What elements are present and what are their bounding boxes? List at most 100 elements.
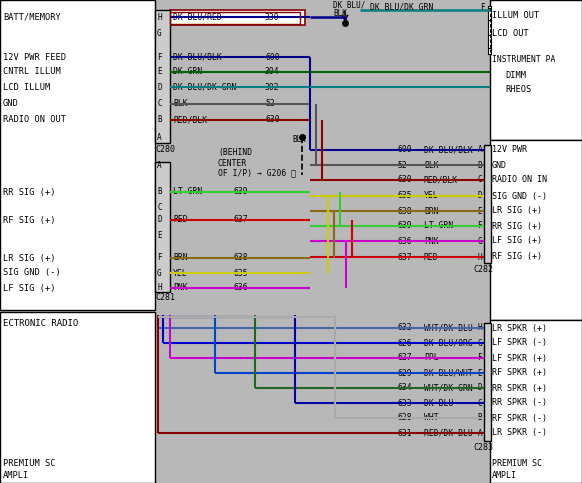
Text: F: F	[157, 53, 162, 61]
Text: C: C	[157, 99, 162, 109]
Text: DK BLU/BLK: DK BLU/BLK	[173, 53, 222, 61]
Text: A: A	[477, 145, 482, 155]
Text: PREMIUM SC: PREMIUM SC	[3, 458, 55, 468]
Text: LR SPKR (-): LR SPKR (-)	[492, 428, 547, 438]
Text: PPL: PPL	[424, 354, 439, 363]
Bar	[484, 323, 491, 441]
Text: G: G	[157, 269, 162, 278]
Text: C282: C282	[473, 266, 493, 274]
Bar	[490, 140, 582, 320]
Text: BLK: BLK	[333, 10, 347, 18]
Text: RADIO ON OUT: RADIO ON OUT	[3, 115, 66, 125]
Text: RF SIG (+): RF SIG (+)	[492, 253, 542, 261]
Text: H: H	[477, 253, 482, 261]
Bar	[490, 0, 582, 140]
Text: SIG GND (-): SIG GND (-)	[3, 269, 61, 278]
Text: E: E	[477, 369, 482, 378]
Text: C281: C281	[155, 294, 175, 302]
Bar	[484, 145, 491, 263]
Text: 52: 52	[398, 160, 408, 170]
Text: 302: 302	[265, 83, 279, 91]
Text: B: B	[477, 160, 482, 170]
Text: WHT/DK GRN: WHT/DK GRN	[424, 384, 473, 393]
Text: DK BLU/RED: DK BLU/RED	[173, 13, 222, 22]
Text: 600: 600	[398, 145, 413, 155]
Text: WHT/DK BLU: WHT/DK BLU	[424, 324, 473, 332]
Text: DK BLU/DK GRN: DK BLU/DK GRN	[173, 83, 236, 91]
Text: OF I/P) → G206 ⏚: OF I/P) → G206 ⏚	[218, 169, 296, 177]
Text: H: H	[157, 13, 162, 22]
Text: DK GRN: DK GRN	[173, 68, 203, 76]
Text: E: E	[477, 207, 482, 215]
Text: LR SIG (+): LR SIG (+)	[492, 207, 542, 215]
Text: BRN: BRN	[424, 207, 439, 215]
Text: A: A	[157, 132, 162, 142]
Text: C: C	[477, 175, 482, 185]
Text: D: D	[157, 215, 162, 225]
Text: 600: 600	[265, 53, 279, 61]
Text: RF SIG (+): RF SIG (+)	[3, 215, 55, 225]
Text: 12V PWR: 12V PWR	[492, 145, 527, 155]
Text: DK BLU/BLK: DK BLU/BLK	[424, 145, 473, 155]
Text: CENTER: CENTER	[218, 158, 247, 168]
Bar	[155, 162, 170, 292]
Text: G: G	[157, 28, 162, 38]
Text: DK BLU: DK BLU	[424, 398, 453, 408]
Text: (BEHIND: (BEHIND	[218, 148, 252, 157]
Text: RED: RED	[424, 253, 439, 261]
Text: 638: 638	[233, 254, 247, 262]
Text: LF SPKR (+): LF SPKR (+)	[492, 354, 547, 363]
Text: DK BLU/ORG: DK BLU/ORG	[424, 339, 473, 347]
Text: F: F	[477, 354, 482, 363]
Text: 634: 634	[398, 384, 413, 393]
Text: CNTRL ILLUM: CNTRL ILLUM	[3, 68, 61, 76]
Text: D: D	[477, 191, 482, 200]
Text: AMPLI: AMPLI	[492, 470, 517, 480]
Text: LR SIG (+): LR SIG (+)	[3, 254, 55, 262]
Text: RR SPKR (-): RR SPKR (-)	[492, 398, 547, 408]
Text: SIG GND (-): SIG GND (-)	[492, 191, 547, 200]
Text: A: A	[157, 160, 162, 170]
Text: WHT: WHT	[424, 413, 439, 423]
Text: LCD OUT: LCD OUT	[492, 28, 529, 38]
Text: GND: GND	[3, 99, 19, 109]
Text: F: F	[157, 254, 162, 262]
Text: LF SIG (+): LF SIG (+)	[3, 284, 55, 293]
Text: RED/DK BLU: RED/DK BLU	[424, 428, 473, 438]
Text: 330: 330	[265, 13, 279, 22]
Text: 631: 631	[398, 428, 413, 438]
Text: 635: 635	[398, 191, 413, 200]
Text: LT GRN: LT GRN	[173, 187, 203, 197]
Text: 626: 626	[398, 339, 413, 347]
Text: BLK: BLK	[173, 99, 187, 109]
Bar	[488, 6, 491, 54]
Text: INSTRUMENT PA: INSTRUMENT PA	[492, 56, 555, 65]
Text: DK BLU/: DK BLU/	[333, 0, 365, 10]
Text: RR SIG (+): RR SIG (+)	[492, 222, 542, 230]
Text: D: D	[157, 83, 162, 91]
Text: AMPLI: AMPLI	[3, 470, 29, 480]
Text: H: H	[477, 324, 482, 332]
Bar	[170, 10, 305, 25]
Text: RHEOS: RHEOS	[505, 85, 531, 95]
Text: PREMIUM SC: PREMIUM SC	[492, 458, 542, 468]
Text: 627: 627	[398, 354, 413, 363]
Text: PNK: PNK	[424, 237, 439, 245]
Text: RF SPKR (-): RF SPKR (-)	[492, 413, 547, 423]
Text: 639: 639	[398, 222, 413, 230]
Text: 12V PWR FEED: 12V PWR FEED	[3, 53, 66, 61]
Text: A: A	[477, 428, 482, 438]
Text: RR SPKR (+): RR SPKR (+)	[492, 384, 547, 393]
Text: D: D	[477, 384, 482, 393]
Text: 639: 639	[233, 187, 247, 197]
Text: PNK: PNK	[173, 284, 187, 293]
Text: B: B	[157, 187, 162, 197]
Bar	[155, 10, 170, 143]
Text: LR SPKR (+): LR SPKR (+)	[492, 324, 547, 332]
Text: 628: 628	[398, 413, 413, 423]
Text: RR SIG (+): RR SIG (+)	[3, 187, 55, 197]
Text: GND: GND	[492, 160, 507, 170]
Text: YEL: YEL	[424, 191, 439, 200]
Text: ILLUM OUT: ILLUM OUT	[492, 11, 540, 19]
Text: C: C	[157, 202, 162, 212]
